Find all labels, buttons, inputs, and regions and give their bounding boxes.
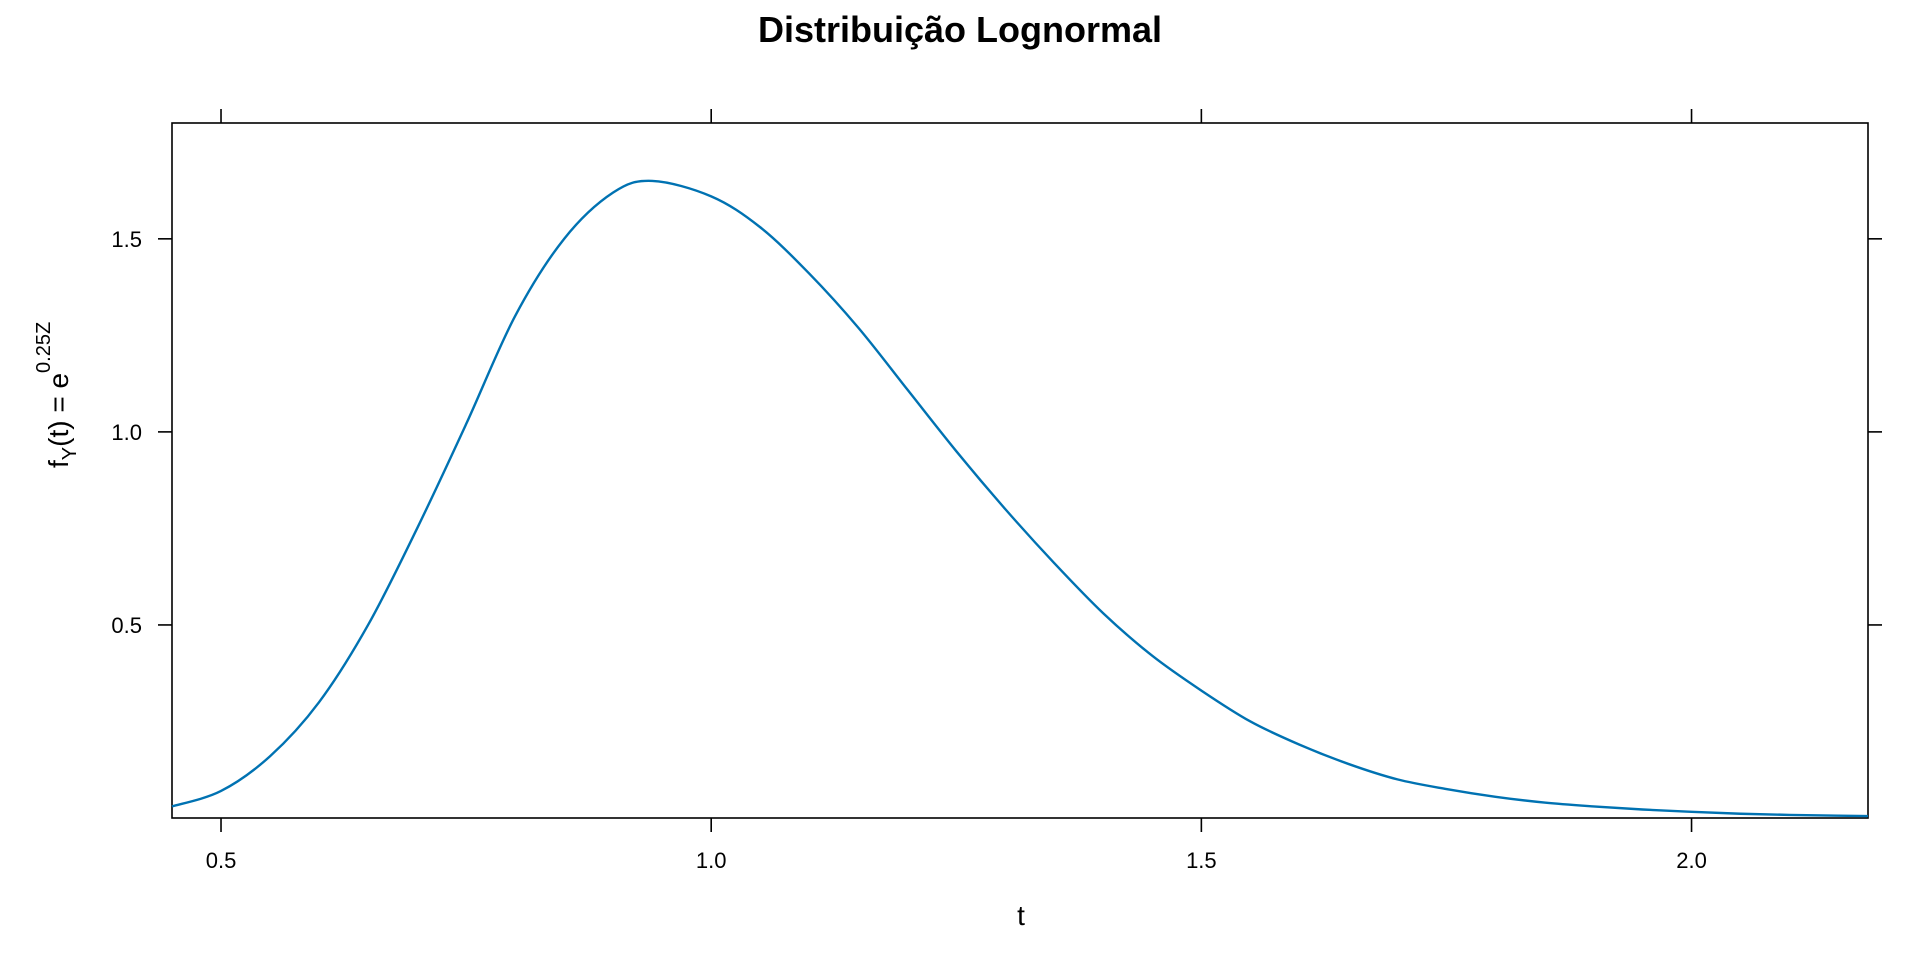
y-axis-label-superscript: 0.25Z <box>33 322 55 373</box>
y-axis-label-base: f <box>43 460 74 468</box>
chart-title: Distribuição Lognormal <box>758 9 1162 50</box>
y-tick-label: 1.0 <box>111 420 142 445</box>
y-axis: 0.5 1.0 1.5 <box>111 227 1882 638</box>
y-axis-label: fY(t) = e0.25Z <box>33 322 81 468</box>
x-tick-label: 2.0 <box>1676 848 1707 873</box>
x-tick-label: 1.0 <box>696 848 727 873</box>
y-axis-label-middle: (t) = e <box>43 373 74 447</box>
y-tick-label: 0.5 <box>111 613 142 638</box>
x-tick-label: 0.5 <box>206 848 237 873</box>
x-axis-label: t <box>1017 900 1025 931</box>
y-axis-label-subscript: Y <box>59 447 81 460</box>
x-axis: 0.5 1.0 1.5 2.0 <box>206 109 1707 873</box>
x-tick-label: 1.5 <box>1186 848 1217 873</box>
density-curve <box>171 179 1869 818</box>
y-tick-label: 1.5 <box>111 227 142 252</box>
plot-frame <box>171 122 1869 819</box>
